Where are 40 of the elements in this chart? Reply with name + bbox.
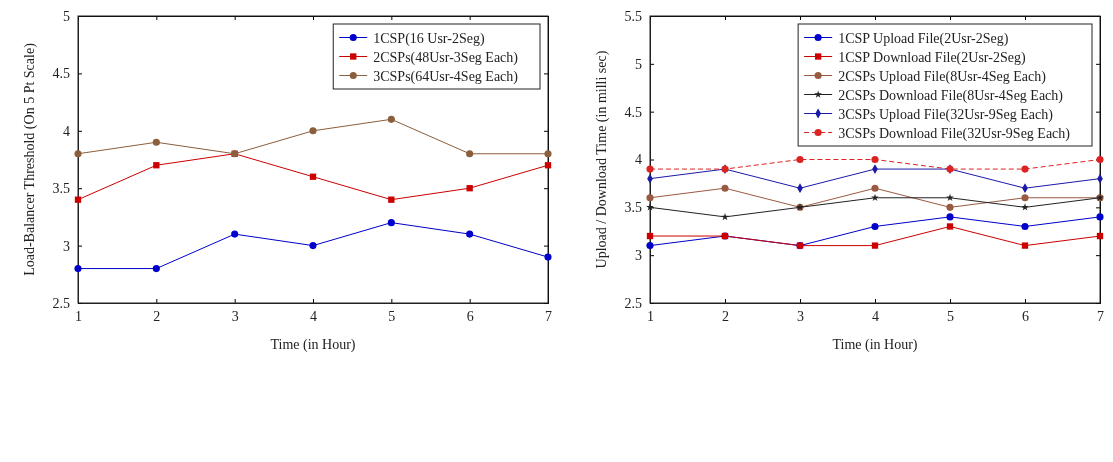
y-axis-title: Upload / Download Time (in milli sec) bbox=[594, 50, 610, 269]
x-tick-label: 3 bbox=[231, 308, 239, 324]
y-tick-label: 5 bbox=[635, 56, 642, 72]
x-tick-label: 4 bbox=[872, 308, 879, 324]
x-tick-label: 7 bbox=[1097, 308, 1104, 324]
y-tick-label: 4.5 bbox=[624, 104, 642, 120]
x-tick-label: 6 bbox=[466, 308, 474, 324]
legend-label: 3CSPs(64Usr-4Seg Each) bbox=[373, 68, 519, 85]
y-tick-label: 5.5 bbox=[624, 8, 642, 24]
y-tick-label: 2.5 bbox=[624, 295, 642, 311]
y-axis-title: Load-Balancer Threshold (On 5 Pt Scale) bbox=[22, 42, 38, 276]
legend-label: 3CSPs Upload File(32Usr-9Seg Each) bbox=[838, 106, 1054, 123]
x-tick-label: 6 bbox=[1022, 308, 1029, 324]
y-tick-label: 5 bbox=[63, 8, 70, 24]
y-tick-label: 4.5 bbox=[52, 66, 70, 82]
y-tick-label: 2.5 bbox=[52, 295, 70, 311]
x-tick-label: 7 bbox=[545, 308, 552, 324]
legend-label: 2CSPs(48Usr-3Seg Each) bbox=[373, 49, 519, 66]
x-tick-label: 5 bbox=[388, 308, 396, 324]
y-tick-label: 3.5 bbox=[624, 200, 642, 216]
y-tick-label: 3 bbox=[63, 238, 70, 254]
legend-label: 2CSPs Upload File(8Usr-4Seg Each) bbox=[838, 68, 1047, 85]
legend-label: 1CSP(16 Usr-2Seg) bbox=[373, 30, 485, 47]
y-tick-label: 4 bbox=[63, 123, 70, 139]
x-tick-label: 1 bbox=[75, 308, 82, 324]
legend-label: 2CSPs Download File(8Usr-4Seg Each) bbox=[838, 87, 1064, 104]
legend-label: 3CSPs Download File(32Usr-9Seg Each) bbox=[838, 125, 1071, 142]
legend-label: 1CSP Upload File(2Usr-2Seg) bbox=[838, 30, 1009, 47]
y-tick-label: 4 bbox=[635, 152, 642, 168]
x-tick-label: 2 bbox=[153, 308, 161, 324]
x-tick-label: 5 bbox=[947, 308, 954, 324]
x-axis-title: Time (in Hour) bbox=[270, 337, 356, 353]
legend-label: 1CSP Download File(2Usr-2Seg) bbox=[838, 49, 1026, 66]
y-tick-label: 3.5 bbox=[52, 181, 70, 197]
y-tick-label: 3 bbox=[635, 248, 642, 264]
x-tick-label: 2 bbox=[722, 308, 729, 324]
x-tick-label: 4 bbox=[310, 308, 317, 324]
x-tick-label: 3 bbox=[797, 308, 804, 324]
x-tick-label: 1 bbox=[647, 308, 654, 324]
x-axis-title: Time (in Hour) bbox=[832, 337, 918, 353]
